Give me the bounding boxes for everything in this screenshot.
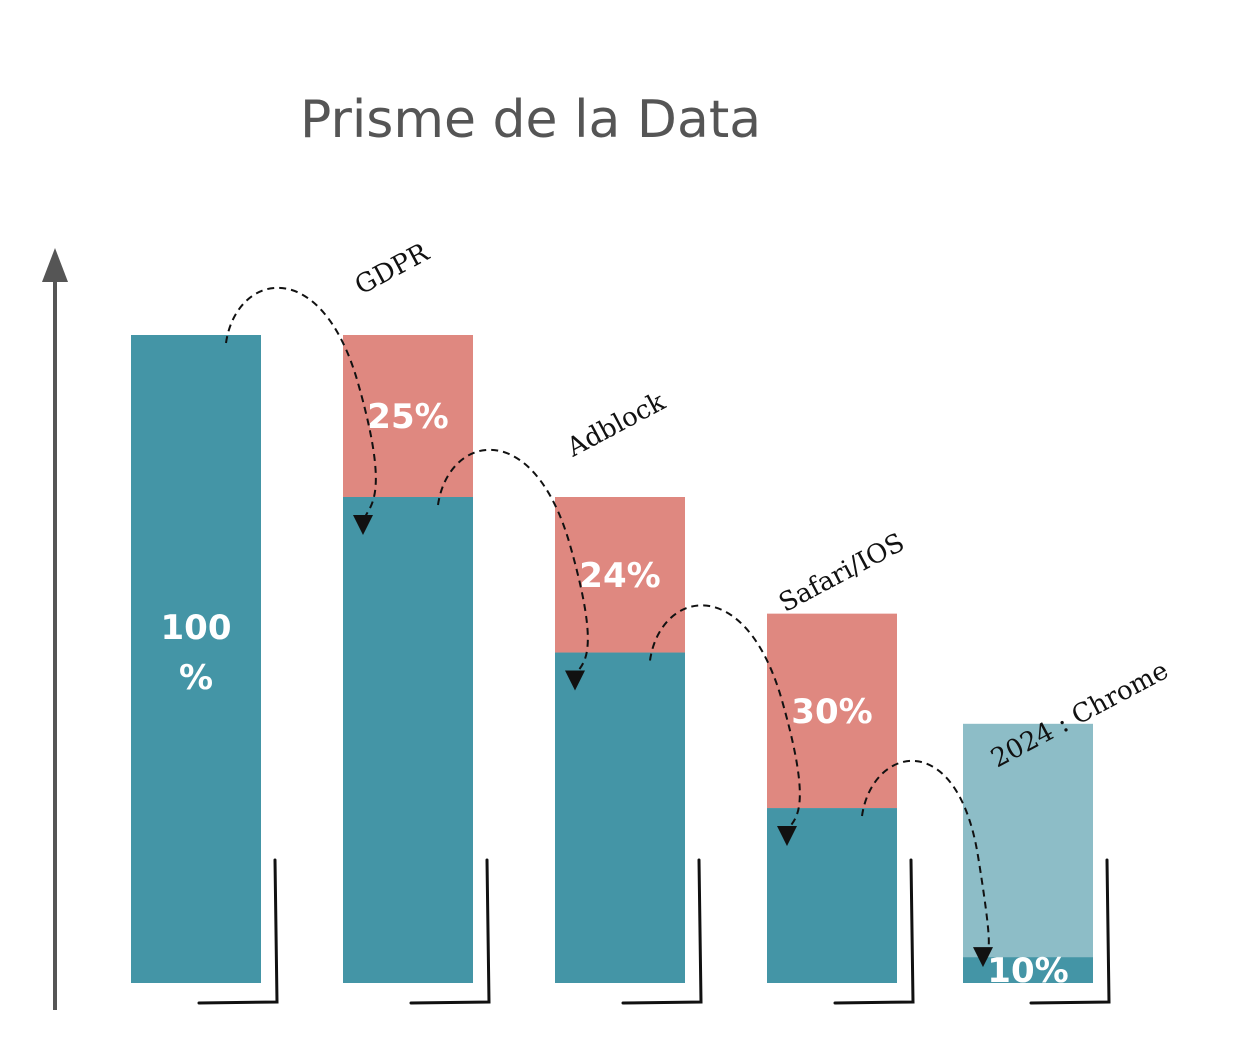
- bar-lost-segment-3: [767, 613, 897, 809]
- bar-value-label-2: 24%: [579, 556, 660, 596]
- chart-title: Prisme de la Data: [300, 90, 761, 150]
- transition-arc-0: [225, 287, 377, 535]
- bar-kept-segment-1: [343, 497, 473, 983]
- transition-arc-2: [649, 604, 801, 847]
- step-label-2: Safari/IOS: [774, 528, 909, 619]
- bar-value-label-4: 10%: [987, 951, 1068, 991]
- bar-value-label-0-line-0: 100: [161, 608, 232, 648]
- bars-layer: [131, 335, 1093, 983]
- transition-arcs: [225, 287, 994, 968]
- bar-corner-bracket-0: [197, 858, 279, 1005]
- bar-corner-decorations: [197, 858, 1111, 1005]
- bar-value-label-3: 30%: [791, 692, 872, 732]
- bar-value-label-0-line-1: %: [179, 658, 213, 698]
- bar-kept-segment-0: [131, 335, 261, 983]
- step-label-1: Adblock: [561, 387, 670, 464]
- bar-corner-bracket-1: [409, 858, 491, 1005]
- bar-value-label-1: 25%: [367, 397, 448, 437]
- step-label-0: GDPR: [350, 237, 435, 301]
- bar-corner-bracket-4: [1029, 858, 1111, 1005]
- bar-corner-bracket-3: [833, 858, 915, 1005]
- bar-lost-segment-4: [963, 723, 1093, 958]
- transition-arc-1: [437, 449, 589, 691]
- transition-arc-3: [861, 760, 994, 968]
- bar-corner-bracket-2: [621, 858, 703, 1005]
- bar-kept-segment-2: [555, 652, 685, 983]
- y-axis-arrowhead-icon: [42, 248, 68, 282]
